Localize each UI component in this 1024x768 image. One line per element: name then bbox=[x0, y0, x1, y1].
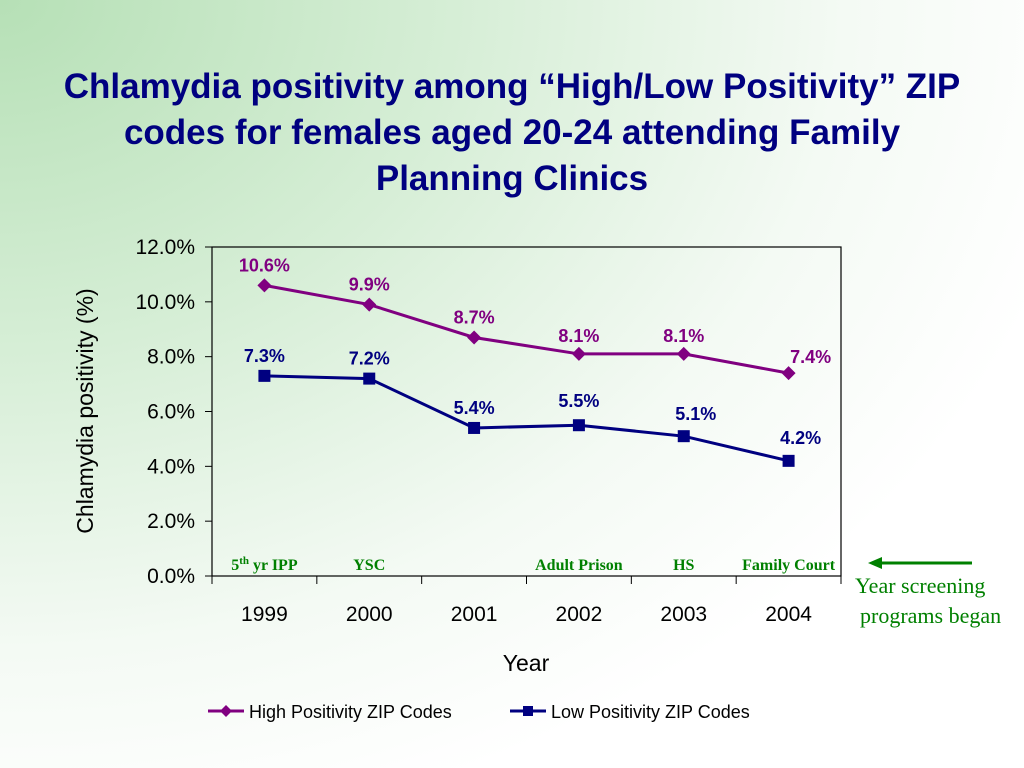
data-point-marker bbox=[782, 454, 795, 467]
legend-marker bbox=[523, 706, 533, 716]
y-tick-label: 6.0% bbox=[147, 401, 195, 424]
chart-title: Chlamydia positivity among “High/Low Pos… bbox=[63, 67, 961, 198]
data-label: 8.1% bbox=[663, 326, 704, 346]
x-tick-label: 2004 bbox=[765, 603, 812, 626]
data-point-marker bbox=[571, 346, 586, 361]
data-point-marker bbox=[676, 346, 691, 361]
y-axis-label: Chlamydia positivity (%) bbox=[72, 288, 98, 533]
legend-label: Low Positivity ZIP Codes bbox=[551, 702, 750, 722]
data-point-marker bbox=[781, 366, 796, 381]
data-label: 7.3% bbox=[244, 346, 285, 366]
data-point-marker bbox=[572, 419, 585, 432]
program-annotation: Adult Prison bbox=[535, 557, 623, 574]
data-label: 7.4% bbox=[790, 347, 831, 367]
data-point-marker bbox=[257, 278, 272, 293]
data-label: 5.4% bbox=[454, 398, 495, 418]
data-label: 4.2% bbox=[780, 428, 821, 448]
note-line-2: programs began bbox=[860, 603, 1001, 628]
y-tick-label: 2.0% bbox=[147, 510, 195, 533]
y-tick-label: 12.0% bbox=[135, 236, 195, 259]
arrow-left-icon bbox=[868, 557, 882, 569]
note-line-1: Year screening bbox=[855, 573, 985, 598]
series-line-high bbox=[264, 283, 789, 375]
y-tick-label: 4.0% bbox=[147, 455, 195, 478]
data-point-marker bbox=[362, 297, 377, 312]
data-point-marker bbox=[677, 430, 690, 443]
data-label: 10.6% bbox=[239, 255, 290, 275]
data-label: 5.5% bbox=[558, 391, 599, 411]
legend-label: High Positivity ZIP Codes bbox=[249, 702, 452, 722]
data-point-marker bbox=[468, 421, 481, 434]
program-annotation: HS bbox=[673, 557, 694, 574]
y-tick-label: 8.0% bbox=[147, 346, 195, 369]
data-label: 8.7% bbox=[454, 307, 495, 327]
data-point-marker bbox=[363, 372, 376, 385]
x-tick-label: 2003 bbox=[660, 603, 707, 626]
x-tick-label: 1999 bbox=[241, 603, 288, 626]
program-annotation: 5th yr IPP bbox=[231, 555, 298, 574]
legend-marker bbox=[220, 705, 232, 717]
plot-area-frame bbox=[211, 246, 842, 577]
series-line-low bbox=[264, 374, 789, 463]
data-point-marker bbox=[467, 330, 482, 345]
data-label: 8.1% bbox=[558, 326, 599, 346]
data-label: 7.2% bbox=[349, 349, 390, 369]
y-tick-label: 0.0% bbox=[147, 565, 195, 588]
program-annotation: YSC bbox=[353, 557, 385, 574]
x-tick-label: 2001 bbox=[451, 603, 498, 626]
data-point-marker bbox=[258, 369, 271, 382]
data-label: 5.1% bbox=[675, 404, 716, 424]
x-axis-label: Year bbox=[503, 650, 550, 676]
y-tick-label: 10.0% bbox=[135, 291, 195, 314]
data-label: 9.9% bbox=[349, 275, 390, 295]
x-tick-label: 2000 bbox=[346, 603, 393, 626]
x-tick-label: 2002 bbox=[556, 603, 603, 626]
program-annotation: Family Court bbox=[742, 557, 836, 574]
